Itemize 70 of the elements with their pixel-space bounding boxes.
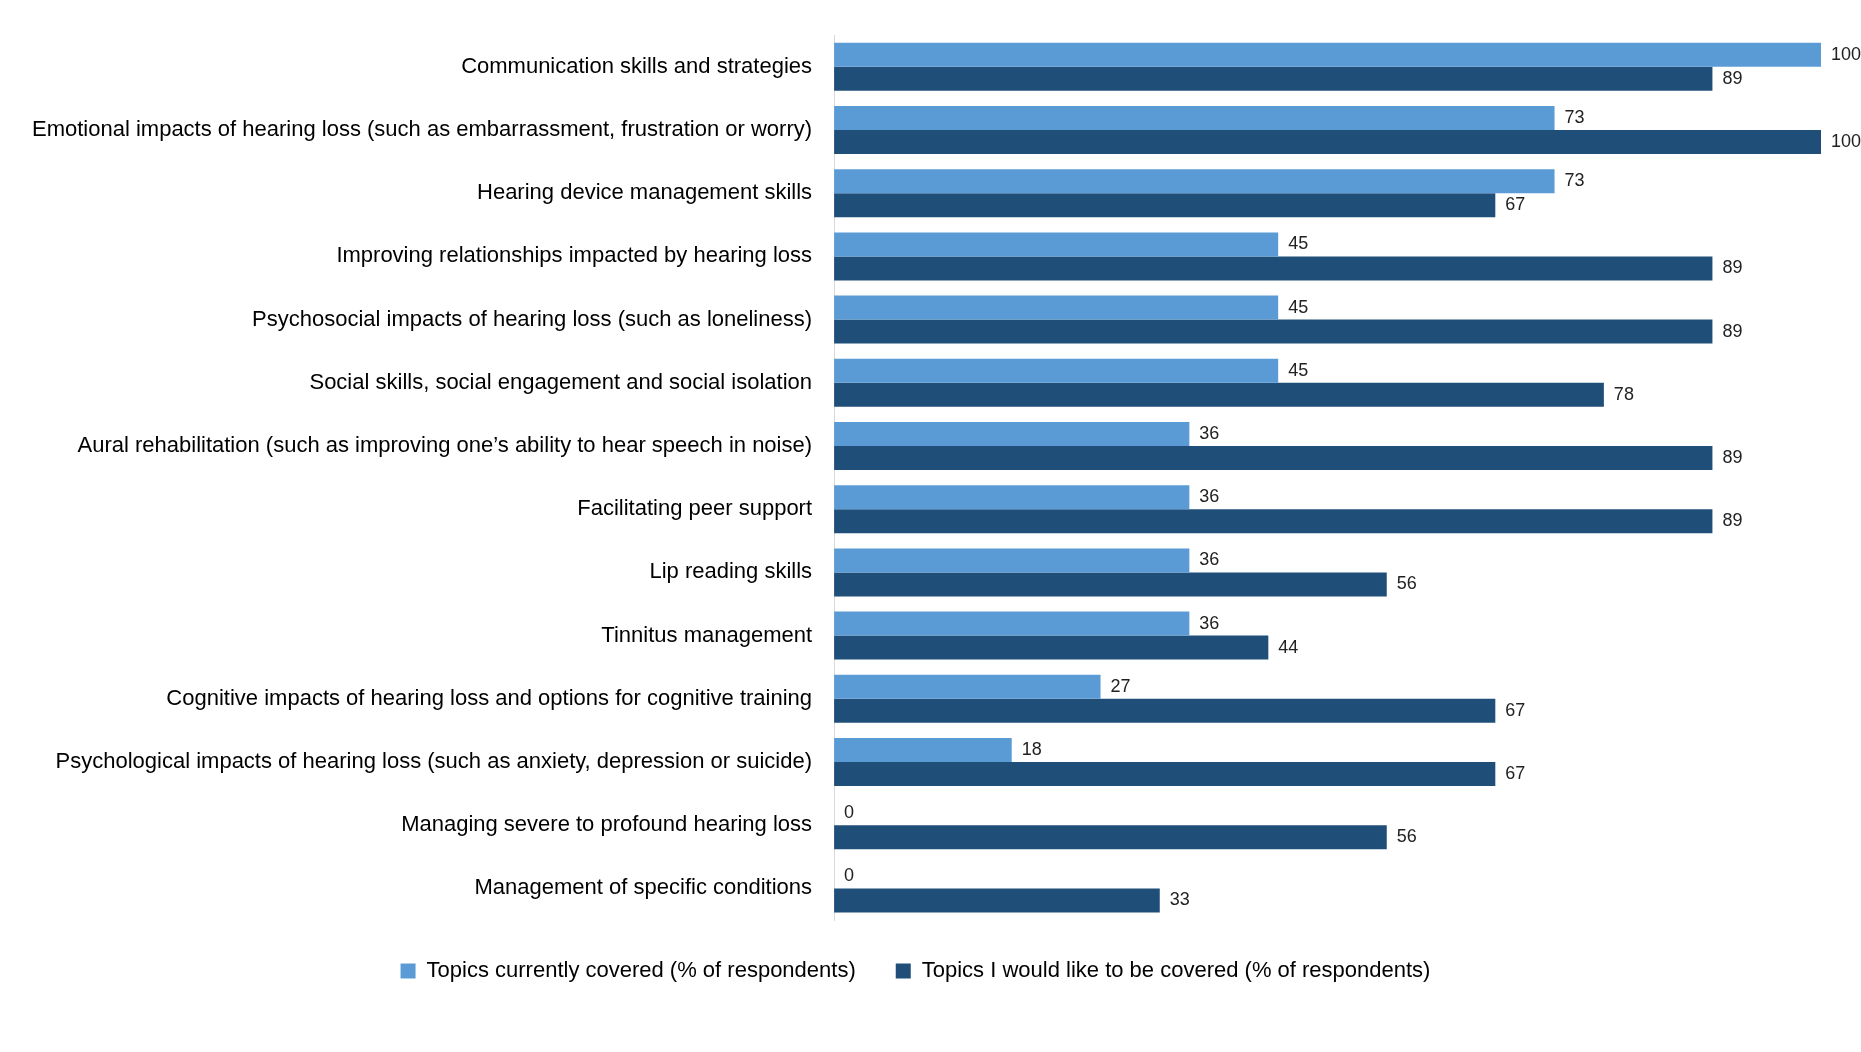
bar <box>834 421 1190 446</box>
bar <box>834 193 1496 218</box>
data-label: 67 <box>1505 699 1526 720</box>
data-label: 0 <box>844 865 855 886</box>
bar <box>834 737 1012 762</box>
data-label: 36 <box>1199 612 1220 633</box>
data-label: 36 <box>1199 549 1220 570</box>
data-label: 36 <box>1199 486 1220 507</box>
data-label: 45 <box>1288 233 1309 254</box>
data-label: 56 <box>1396 826 1417 847</box>
bar <box>834 888 1160 913</box>
bar <box>834 698 1496 723</box>
data-label: 45 <box>1288 359 1309 380</box>
bar <box>834 635 1269 660</box>
bar <box>834 446 1713 471</box>
y-tick-label: Aural rehabilitation (such as improving one’s ability to hear speech in noise) <box>77 432 813 458</box>
data-label: 89 <box>1722 446 1743 467</box>
legend-label: Topics I would like to be covered (% of respondents) <box>921 957 1431 983</box>
data-label: 100 <box>1831 130 1861 151</box>
y-tick-label: Improving relationships impacted by hearing loss <box>336 242 813 268</box>
y-tick-label: Facilitating peer support <box>577 495 813 521</box>
data-label: 89 <box>1722 320 1743 341</box>
bar <box>834 358 1279 383</box>
bar <box>834 509 1713 534</box>
data-label: 18 <box>1021 738 1042 759</box>
data-label: 73 <box>1564 106 1585 127</box>
y-tick-label: Psychological impacts of hearing loss (such as anxiety, depression or suicide) <box>55 748 813 774</box>
bar <box>834 485 1190 510</box>
bar <box>834 572 1387 597</box>
y-tick-label: Hearing device management skills <box>477 179 813 205</box>
bar <box>834 825 1387 850</box>
data-label: 56 <box>1396 573 1417 594</box>
data-label: 67 <box>1505 194 1526 215</box>
y-tick-label: Emotional impacts of hearing loss (such as embarrassment, frustration or worry) <box>31 116 813 142</box>
y-tick-label: Lip reading skills <box>649 558 813 584</box>
bar <box>834 319 1713 344</box>
data-label: 67 <box>1505 762 1526 783</box>
data-label: 27 <box>1110 675 1131 696</box>
bar <box>834 42 1821 67</box>
y-tick-label: Cognitive impacts of hearing loss and options for cognitive training <box>166 684 813 710</box>
data-label: 89 <box>1722 510 1743 531</box>
bar <box>834 169 1555 194</box>
bar <box>834 674 1101 699</box>
data-label: 89 <box>1722 67 1743 88</box>
legend-label: Topics currently covered (% of respondents) <box>426 957 856 983</box>
data-label: 36 <box>1199 422 1220 443</box>
bar <box>834 256 1713 281</box>
y-tick-label: Tinnitus management <box>601 621 813 647</box>
data-label: 0 <box>844 802 855 823</box>
y-tick-label: Management of specific conditions <box>474 874 813 900</box>
data-label: 78 <box>1613 383 1634 404</box>
y-tick-label: Psychosocial impacts of hearing loss (such as loneliness) <box>252 305 813 331</box>
bar <box>834 66 1713 91</box>
bar <box>834 232 1279 257</box>
data-label: 73 <box>1564 170 1585 191</box>
data-label: 44 <box>1278 636 1299 657</box>
data-label: 33 <box>1169 889 1190 910</box>
data-label: 45 <box>1288 296 1309 317</box>
bar <box>834 130 1821 155</box>
bar <box>834 548 1190 573</box>
bar <box>834 295 1279 320</box>
y-tick-label: Communication skills and strategies <box>461 52 813 78</box>
bar <box>834 611 1190 636</box>
bar <box>834 382 1604 407</box>
y-tick-label: Managing severe to profound hearing loss <box>401 811 813 837</box>
data-label: 100 <box>1831 43 1861 64</box>
y-tick-label: Social skills, social engagement and social isolation <box>309 368 813 394</box>
data-label: 89 <box>1722 257 1743 278</box>
bar <box>834 105 1555 130</box>
bar <box>834 762 1496 787</box>
